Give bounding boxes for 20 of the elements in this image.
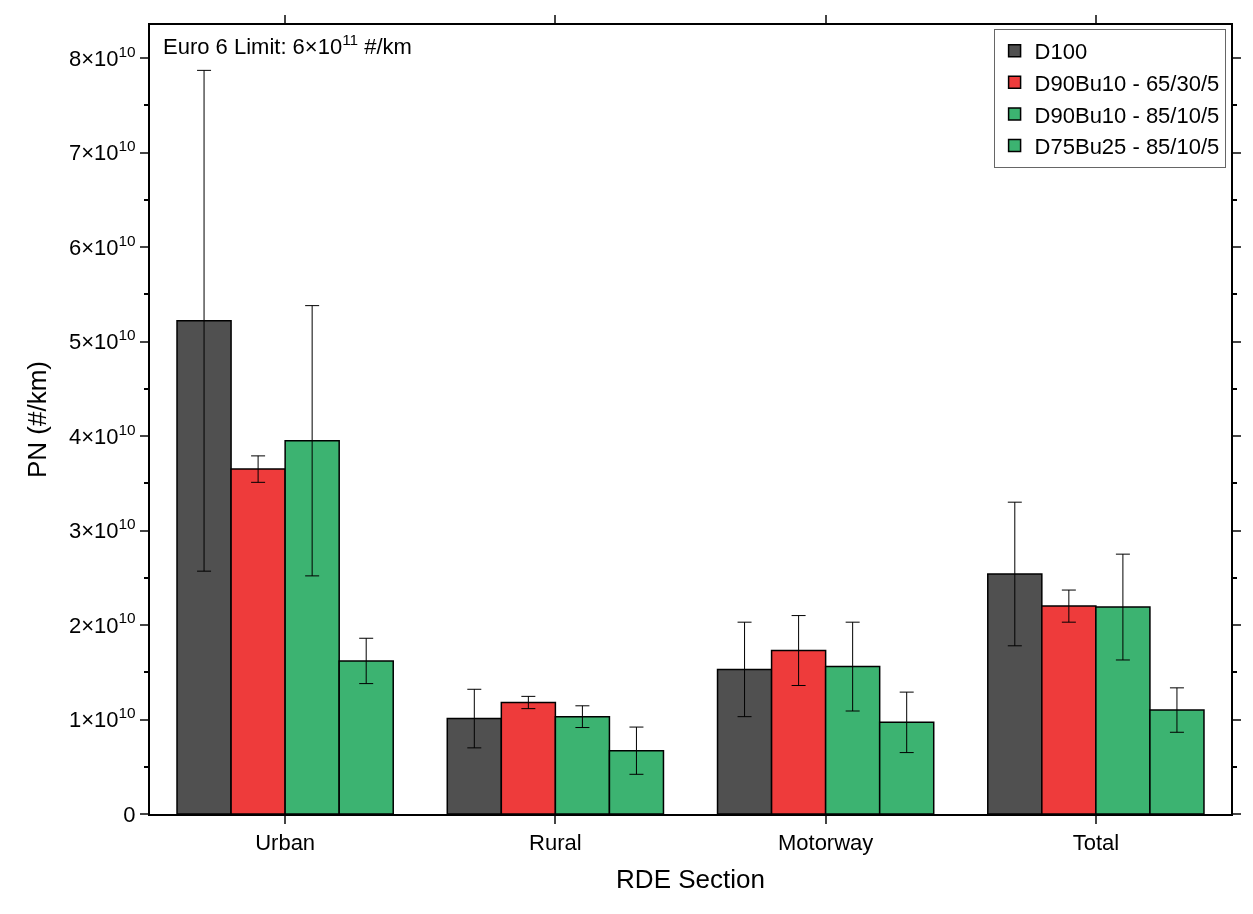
- y-tick-label: 3×10$^{10}$: [68, 514, 136, 544]
- annotation: Euro 6 Limit: 6×10$^{11}$ #/km: [163, 31, 412, 60]
- y-tick-label: 5×10$^{10}$: [68, 326, 136, 355]
- y-tick-label: 4×10$^{10}$: [68, 420, 136, 449]
- x-axis-title: RDE Section: [616, 863, 765, 894]
- legend-label: D90Bu10 - 85/10/5: [1034, 102, 1220, 128]
- y-axis-title: PN (#/km): [21, 361, 52, 478]
- y-tick-label: 7×10$^{10}$: [68, 137, 136, 166]
- legend-label: D100: [1034, 39, 1088, 65]
- x-tick-label: Urban: [255, 830, 316, 856]
- y-tick-label: 6×10$^{10}$: [68, 231, 136, 260]
- y-tick-label: 1×10$^{10}$: [68, 703, 136, 733]
- x-tick-label: Total: [1072, 830, 1120, 856]
- legend-label: D90Bu10 - 65/30/5: [1034, 70, 1220, 96]
- x-tick-label: Rural: [529, 830, 582, 856]
- x-tick-label: Motorway: [777, 830, 874, 856]
- y-tick-label: 0: [123, 801, 136, 827]
- legend-label: D75Bu25 - 85/10/5: [1034, 134, 1220, 160]
- y-tick-label: 8×10$^{10}$: [68, 42, 136, 71]
- y-tick-label: 2×10$^{10}$: [68, 609, 136, 638]
